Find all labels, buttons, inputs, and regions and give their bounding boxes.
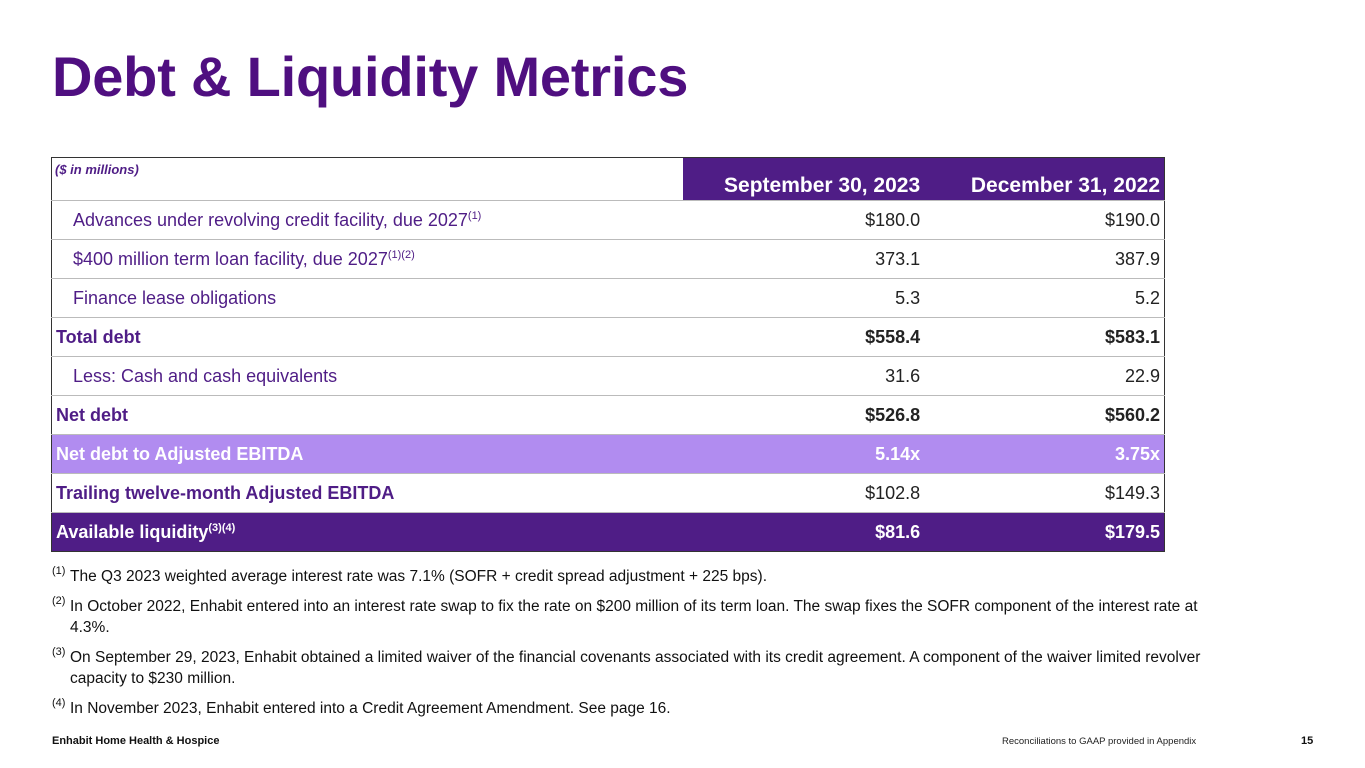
cell-dec-2022: $149.3 bbox=[940, 473, 1165, 513]
footnote-number: (4) bbox=[52, 697, 66, 709]
footnote-text: In November 2023, Enhabit entered into a… bbox=[70, 700, 671, 717]
footer-reconciliation-note: Reconciliations to GAAP provided in Appe… bbox=[1002, 736, 1197, 747]
row-label: Finance lease obligations bbox=[51, 278, 683, 318]
leverage-ratio-row: Net debt to Adjusted EBITDA 5.14x 3.75x bbox=[51, 434, 1165, 474]
page-number: 15 bbox=[1301, 735, 1314, 747]
row-label: Advances under revolving credit facility… bbox=[51, 200, 683, 240]
footer-company: Enhabit Home Health & Hospice bbox=[52, 735, 220, 747]
footnote-text: The Q3 2023 weighted average interest ra… bbox=[70, 568, 768, 585]
row-label: $400 million term loan facility, due 202… bbox=[51, 239, 683, 279]
footnote: (3) On September 29, 2023, Enhabit obtai… bbox=[52, 646, 1222, 689]
cell-dec-2022: $190.0 bbox=[940, 200, 1165, 240]
footnote-ref: (1)(2) bbox=[387, 248, 415, 261]
row-label: Total debt bbox=[51, 317, 683, 357]
cell-dec-2022: $583.1 bbox=[940, 317, 1165, 357]
row-label: Trailing twelve-month Adjusted EBITDA bbox=[51, 473, 683, 513]
footnote-text: In October 2022, Enhabit entered into an… bbox=[70, 598, 1198, 636]
footnote-ref: (3)(4) bbox=[208, 521, 236, 534]
cell-dec-2022: $179.5 bbox=[940, 512, 1165, 552]
footnote-ref: (1) bbox=[467, 209, 482, 222]
available-liquidity-row: Available liquidity(3)(4) $81.6 $179.5 bbox=[51, 512, 1165, 552]
unit-label: ($ in millions) bbox=[55, 162, 139, 177]
table-row: Finance lease obligations 5.3 5.2 bbox=[51, 278, 1165, 318]
footnote-number: (3) bbox=[52, 646, 66, 658]
cell-dec-2022: 387.9 bbox=[940, 239, 1165, 279]
cell-dec-2022: 22.9 bbox=[940, 356, 1165, 396]
cell-sep-2023: $558.4 bbox=[682, 317, 941, 357]
cell-sep-2023: $180.0 bbox=[682, 200, 941, 240]
ttm-ebitda-row: Trailing twelve-month Adjusted EBITDA $1… bbox=[51, 473, 1165, 513]
net-debt-row: Net debt $526.8 $560.2 bbox=[51, 395, 1165, 435]
cell-dec-2022: 5.2 bbox=[940, 278, 1165, 318]
cell-dec-2022: 3.75x bbox=[940, 434, 1165, 474]
table-row: Less: Cash and cash equivalents 31.6 22.… bbox=[51, 356, 1165, 396]
cell-sep-2023: 31.6 bbox=[682, 356, 941, 396]
row-label: Less: Cash and cash equivalents bbox=[51, 356, 683, 396]
cell-sep-2023: 373.1 bbox=[682, 239, 941, 279]
column-header-sep-2023: September 30, 2023 bbox=[682, 157, 941, 201]
footnotes: (1) The Q3 2023 weighted average interes… bbox=[52, 565, 1222, 728]
footnote: (1) The Q3 2023 weighted average interes… bbox=[52, 565, 1222, 587]
page-title: Debt & Liquidity Metrics bbox=[52, 45, 689, 108]
table-header-row: ($ in millions) September 30, 2023 Decem… bbox=[52, 157, 1165, 201]
footnote-number: (2) bbox=[52, 595, 66, 607]
cell-sep-2023: 5.3 bbox=[682, 278, 941, 318]
footnote-number: (1) bbox=[52, 565, 66, 577]
footnote: (4) In November 2023, Enhabit entered in… bbox=[52, 697, 1222, 719]
cell-sep-2023: $526.8 bbox=[682, 395, 941, 435]
table-row: Advances under revolving credit facility… bbox=[51, 200, 1165, 240]
footnote-text: On September 29, 2023, Enhabit obtained … bbox=[70, 649, 1201, 687]
row-label: Net debt to Adjusted EBITDA bbox=[51, 434, 683, 474]
column-header-dec-2022: December 31, 2022 bbox=[940, 157, 1165, 201]
cell-sep-2023: $102.8 bbox=[682, 473, 941, 513]
table-row: $400 million term loan facility, due 202… bbox=[51, 239, 1165, 279]
cell-sep-2023: 5.14x bbox=[682, 434, 941, 474]
footnote: (2) In October 2022, Enhabit entered int… bbox=[52, 595, 1222, 638]
debt-metrics-table: ($ in millions) September 30, 2023 Decem… bbox=[51, 157, 1165, 552]
total-debt-row: Total debt $558.4 $583.1 bbox=[51, 317, 1165, 357]
cell-dec-2022: $560.2 bbox=[940, 395, 1165, 435]
row-label: Available liquidity(3)(4) bbox=[51, 512, 683, 552]
cell-sep-2023: $81.6 bbox=[682, 512, 941, 552]
row-label: Net debt bbox=[51, 395, 683, 435]
